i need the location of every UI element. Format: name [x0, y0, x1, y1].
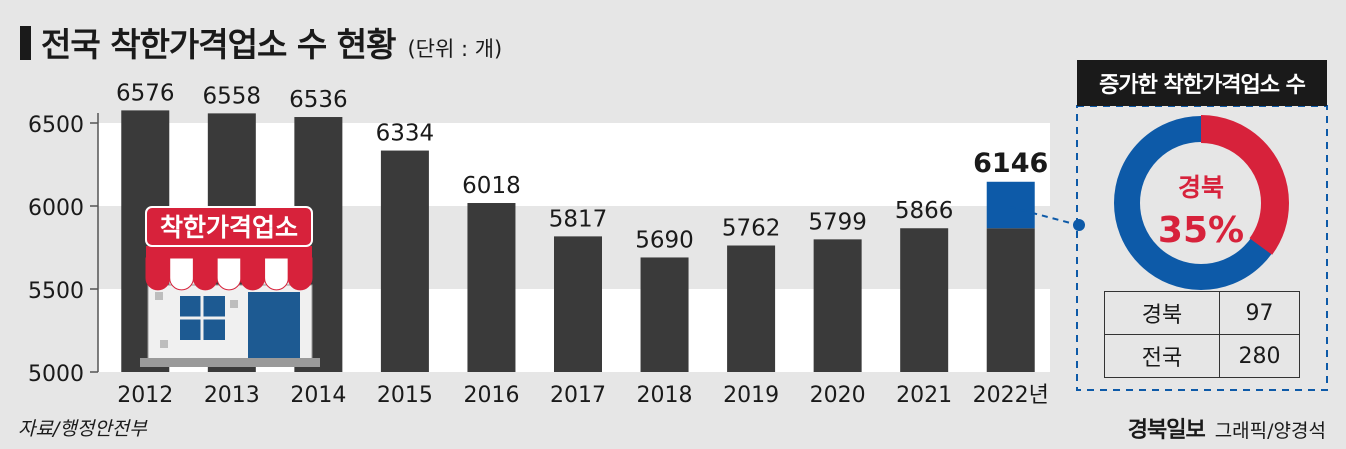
- bar-value-label: 6558: [203, 83, 262, 109]
- bar: [467, 203, 516, 372]
- x-tick-label: 2012: [117, 383, 173, 408]
- x-tick-label: 2020: [810, 383, 866, 408]
- bar: [380, 150, 429, 372]
- y-tick-label: 6000: [28, 196, 84, 221]
- bar: [727, 245, 776, 372]
- bar-value-label: 6576: [116, 80, 175, 106]
- source-note: 자료/행정안전부: [18, 418, 147, 440]
- unit-label: (단위 : 개): [407, 37, 503, 61]
- bar-value-label: 5690: [635, 227, 694, 253]
- y-tick-label: 5000: [28, 362, 84, 387]
- x-tick-label: 2022년: [973, 383, 1049, 408]
- shop-sign-label: 착한가격업소: [160, 213, 298, 242]
- x-tick-label: 2019: [723, 383, 779, 408]
- table-cell-label: 경북: [1104, 291, 1220, 335]
- increase-table: 경북 97 전국 280: [1104, 291, 1300, 378]
- y-tick-label: 6500: [28, 113, 84, 138]
- table-cell-value: 280: [1219, 334, 1300, 378]
- connector-dot: [1073, 219, 1085, 231]
- shop-door: [248, 292, 300, 360]
- storefront-illustration: 착한가격업소: [140, 206, 320, 367]
- brand-credit-block: 경북일보 그래픽/양경석: [1128, 412, 1326, 444]
- title-marker: [20, 26, 31, 60]
- awning-stripe: [216, 257, 242, 291]
- awning-stripe: [192, 257, 218, 291]
- bar-value-label: 5817: [549, 206, 608, 232]
- awning-stripe: [287, 257, 313, 291]
- awning-stripe: [169, 257, 194, 291]
- table-cell-value: 97: [1219, 291, 1300, 335]
- shop-sign: [145, 206, 313, 247]
- table-row: 경북 97: [1104, 291, 1300, 335]
- bar-value-label: 6018: [462, 173, 521, 199]
- shop-step: [140, 358, 320, 367]
- bar: [900, 228, 949, 372]
- table-row: 전국 280: [1104, 334, 1300, 378]
- bar: [986, 228, 1035, 372]
- bar-value-label: 6334: [376, 121, 435, 147]
- x-tick-label: 2017: [550, 383, 606, 408]
- connector-line: [1009, 206, 1079, 226]
- awning-stripe: [264, 257, 289, 291]
- donut-percent: 35%: [1158, 210, 1244, 251]
- x-tick-label: 2018: [637, 383, 693, 408]
- increase-panel-title: 증가한 착한가격업소 수: [1077, 60, 1327, 106]
- bar-value-label: 5799: [808, 209, 867, 235]
- bar-value-label: 6146: [973, 148, 1048, 179]
- x-tick-label: 2015: [377, 383, 433, 408]
- x-tick-label: 2021: [896, 383, 952, 408]
- bar: [813, 239, 862, 372]
- bar-increase-segment: [986, 181, 1035, 229]
- increase-panel-border: [1076, 105, 1328, 391]
- page-title: 전국 착한가격업소 수 현황: [41, 25, 396, 64]
- bar-value-label: 6536: [289, 87, 348, 113]
- graphic-credit: 그래픽/양경석: [1214, 420, 1326, 442]
- brand-logo: 경북일보: [1127, 418, 1206, 443]
- bar-value-label: 5866: [895, 198, 954, 224]
- bar-value-label: 5762: [722, 216, 781, 242]
- x-tick-label: 2014: [290, 383, 346, 408]
- y-axis: 5000 5500 6000 6500: [28, 113, 99, 387]
- chart-header: 전국 착한가격업소 수 현황 (단위 : 개): [20, 18, 502, 66]
- donut-segment-highlight: [1113, 115, 1289, 291]
- donut-label: 경북: [1178, 173, 1224, 202]
- bar: [640, 257, 689, 372]
- bar: [554, 236, 602, 372]
- chart-band: [98, 123, 1050, 206]
- awning-stripe: [240, 257, 266, 291]
- table-cell-label: 전국: [1104, 334, 1220, 378]
- y-tick-label: 5500: [28, 279, 84, 304]
- x-tick-label: 2016: [463, 383, 519, 408]
- x-tick-label: 2013: [204, 383, 260, 408]
- shop-awning: [145, 246, 313, 291]
- awning-stripe: [145, 257, 171, 291]
- donut-chart: [1113, 115, 1289, 291]
- awning-top: [146, 246, 312, 258]
